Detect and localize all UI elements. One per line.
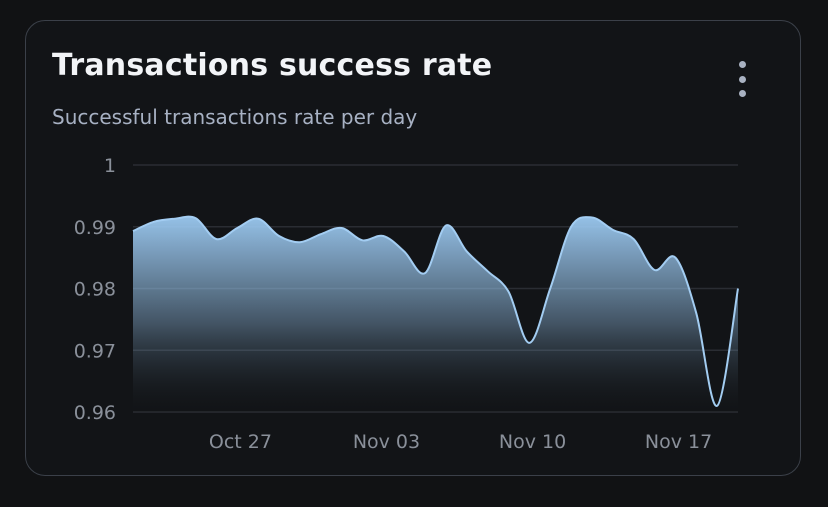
x-tick-label: Nov 17 [645, 431, 712, 453]
x-tick-label: Nov 03 [353, 431, 420, 453]
y-tick-label: 0.98 [74, 279, 116, 301]
y-tick-label: 0.96 [74, 402, 116, 424]
y-tick-label: 0.97 [74, 340, 116, 362]
y-tick-label: 1 [104, 155, 116, 177]
x-tick-label: Nov 10 [499, 431, 566, 453]
x-tick-label: Oct 27 [209, 431, 272, 453]
y-axis-ticks: 0.96 0.97 0.98 0.99 1 [74, 155, 116, 424]
y-tick-label: 0.99 [74, 217, 116, 239]
more-options-button[interactable] [726, 57, 758, 101]
card-title: Transactions success rate [52, 48, 493, 83]
more-vertical-icon-dot-3 [738, 90, 746, 97]
more-vertical-icon [738, 61, 746, 68]
x-axis-ticks: Oct 27 Nov 03 Nov 10 Nov 17 [209, 431, 712, 453]
success-rate-line [132, 215, 739, 407]
card-subtitle: Successful transactions rate per day [52, 105, 418, 129]
success-rate-area [133, 216, 738, 412]
more-vertical-icon-dot-2 [738, 75, 746, 83]
